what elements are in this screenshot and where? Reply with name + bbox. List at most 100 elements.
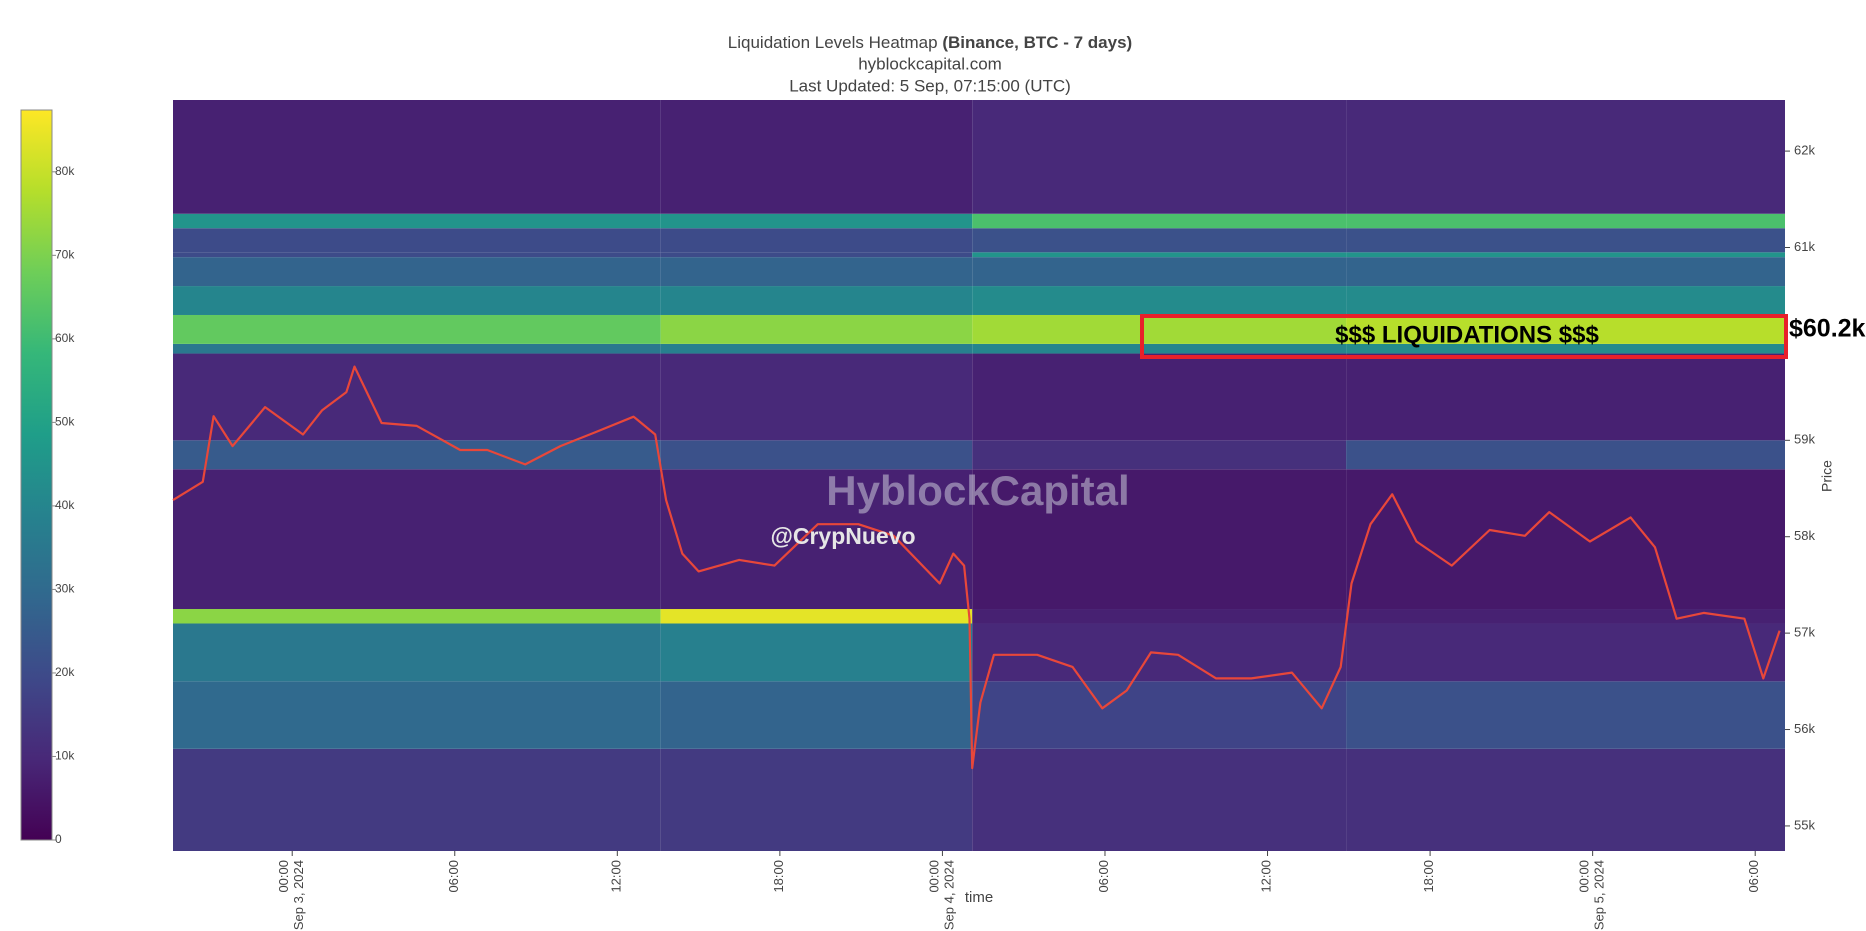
x-axis-label: time: [965, 889, 993, 906]
x-tick-label: 06:00: [1747, 860, 1762, 893]
title-bold: (Binance, BTC - 7 days): [942, 33, 1132, 52]
heat-cell: [972, 469, 1347, 610]
x-tick-label: 00:00Sep 3, 2024: [277, 860, 307, 930]
colorbar-tick-label: 50k: [55, 415, 75, 429]
y-tick-label: 56k: [1794, 721, 1815, 736]
heat-cell: [173, 623, 661, 682]
heat-cell: [972, 286, 1347, 315]
x-tick-label: 18:00: [1422, 860, 1437, 893]
heat-cell: [1346, 343, 1785, 354]
heat-cell: [173, 257, 661, 287]
heat-cell: [173, 286, 661, 315]
y-tick-label: 61k: [1794, 239, 1815, 254]
heat-cell: [1346, 748, 1785, 851]
x-tick-label: 12:00: [609, 860, 624, 893]
heat-cell: [173, 748, 661, 851]
heat-cell: [173, 213, 661, 229]
x-tick-label: 00:00Sep 4, 2024: [927, 860, 957, 930]
heat-cell: [1346, 252, 1785, 258]
heat-cell: [1346, 257, 1785, 287]
heat-cell: [173, 314, 661, 344]
y-axis-label: Price: [1819, 460, 1835, 492]
heat-cell: [972, 440, 1347, 470]
box-label: $$$ LIQUIDATIONS $$$: [1335, 321, 1599, 348]
heat-cell: [173, 228, 661, 253]
colorbar-tick-label: 30k: [55, 582, 75, 596]
overlay: HyblockCapital @CrypNuevo $$$ LIQUIDATIONS…: [770, 314, 1866, 549]
heat-cell: [1346, 213, 1785, 229]
heat-cell: [660, 257, 973, 287]
plot-area: [172, 100, 1785, 851]
heat-cell: [660, 228, 973, 253]
heat-cell: [660, 252, 973, 258]
heat-cell: [972, 100, 1347, 214]
heat-cell: [660, 314, 973, 344]
colorbar: [20, 109, 53, 841]
title-text: Liquidation Levels Heatmap: [728, 33, 938, 52]
highlight-box: [1140, 314, 1788, 359]
colorbar-tick-label: 60k: [55, 331, 75, 345]
heat-cell: [173, 353, 661, 441]
x-tick-label: 18:00: [771, 860, 786, 893]
heat-cell: [972, 748, 1347, 851]
heat-cell: [660, 100, 973, 214]
y-tick-label: 59k: [1794, 432, 1815, 447]
heat-cell: [660, 469, 973, 610]
heat-cell: [660, 440, 973, 470]
watermark: HyblockCapital: [826, 467, 1129, 514]
y-tick-label: 55k: [1794, 817, 1815, 832]
heat-cell: [173, 469, 661, 610]
heat-cell: [1346, 228, 1785, 253]
subtitle: hyblockcapital.com: [858, 54, 1002, 73]
chart-title: Liquidation Levels Heatmap (Binance, BTC…: [728, 33, 1132, 52]
heat-cell: [173, 343, 661, 354]
x-tick-label: 06:00: [446, 860, 461, 893]
level-label: $60.2k: [1789, 315, 1866, 343]
colorbar-tick-label: 40k: [55, 498, 75, 512]
heat-cell: [972, 681, 1347, 749]
y-tick-label: 62k: [1794, 143, 1815, 158]
y-tick-label: 57k: [1794, 625, 1815, 640]
heat-cell: [1346, 623, 1785, 682]
heat-cell: [972, 213, 1347, 229]
heat-cell: [660, 286, 973, 315]
heat-cell: [1346, 609, 1785, 624]
heat-cell: [660, 343, 973, 354]
heat-cell: [173, 609, 661, 624]
heat-cell: [660, 353, 973, 441]
heat-cell: [972, 252, 1347, 258]
price-line: [172, 365, 1781, 770]
heat-cell: [972, 343, 1347, 354]
colorbar-tick-label: 80k: [55, 164, 75, 178]
heat-cell: [972, 228, 1347, 253]
heat-cell: [972, 609, 1347, 624]
heat-cell: [1346, 100, 1785, 214]
heat-cell: [1346, 314, 1785, 344]
heat-cell: [660, 609, 973, 624]
heat-cell: [972, 314, 1347, 344]
heat-cell: [173, 440, 661, 470]
heat-cell: [1346, 286, 1785, 315]
heat-cell: [173, 681, 661, 749]
heat-cell: [173, 100, 661, 214]
heat-cell: [1346, 440, 1785, 470]
updated: Last Updated: 5 Sep, 07:15:00 (UTC): [789, 76, 1071, 95]
colorbar-tick-label: 0: [55, 832, 62, 846]
author: @CrypNuevo: [770, 523, 915, 549]
heat-cell: [972, 257, 1347, 287]
colorbar-tick-label: 70k: [55, 248, 75, 262]
heat-cell: [660, 213, 973, 229]
colorbar-tick-label: 10k: [55, 749, 75, 763]
x-tick-label: 00:00Sep 5, 2024: [1577, 860, 1607, 930]
x-tick-label: 06:00: [1096, 860, 1111, 893]
heat-cell: [972, 353, 1347, 441]
heat-cell: [660, 681, 973, 749]
x-tick-label: 12:00: [1259, 860, 1274, 893]
heat-cell: [1346, 681, 1785, 749]
colorbar-tick-label: 20k: [55, 665, 75, 679]
heat-cell: [173, 252, 661, 258]
heat-cell: [660, 748, 973, 851]
heat-cell: [1346, 469, 1785, 610]
y-tick-label: 58k: [1794, 528, 1815, 543]
